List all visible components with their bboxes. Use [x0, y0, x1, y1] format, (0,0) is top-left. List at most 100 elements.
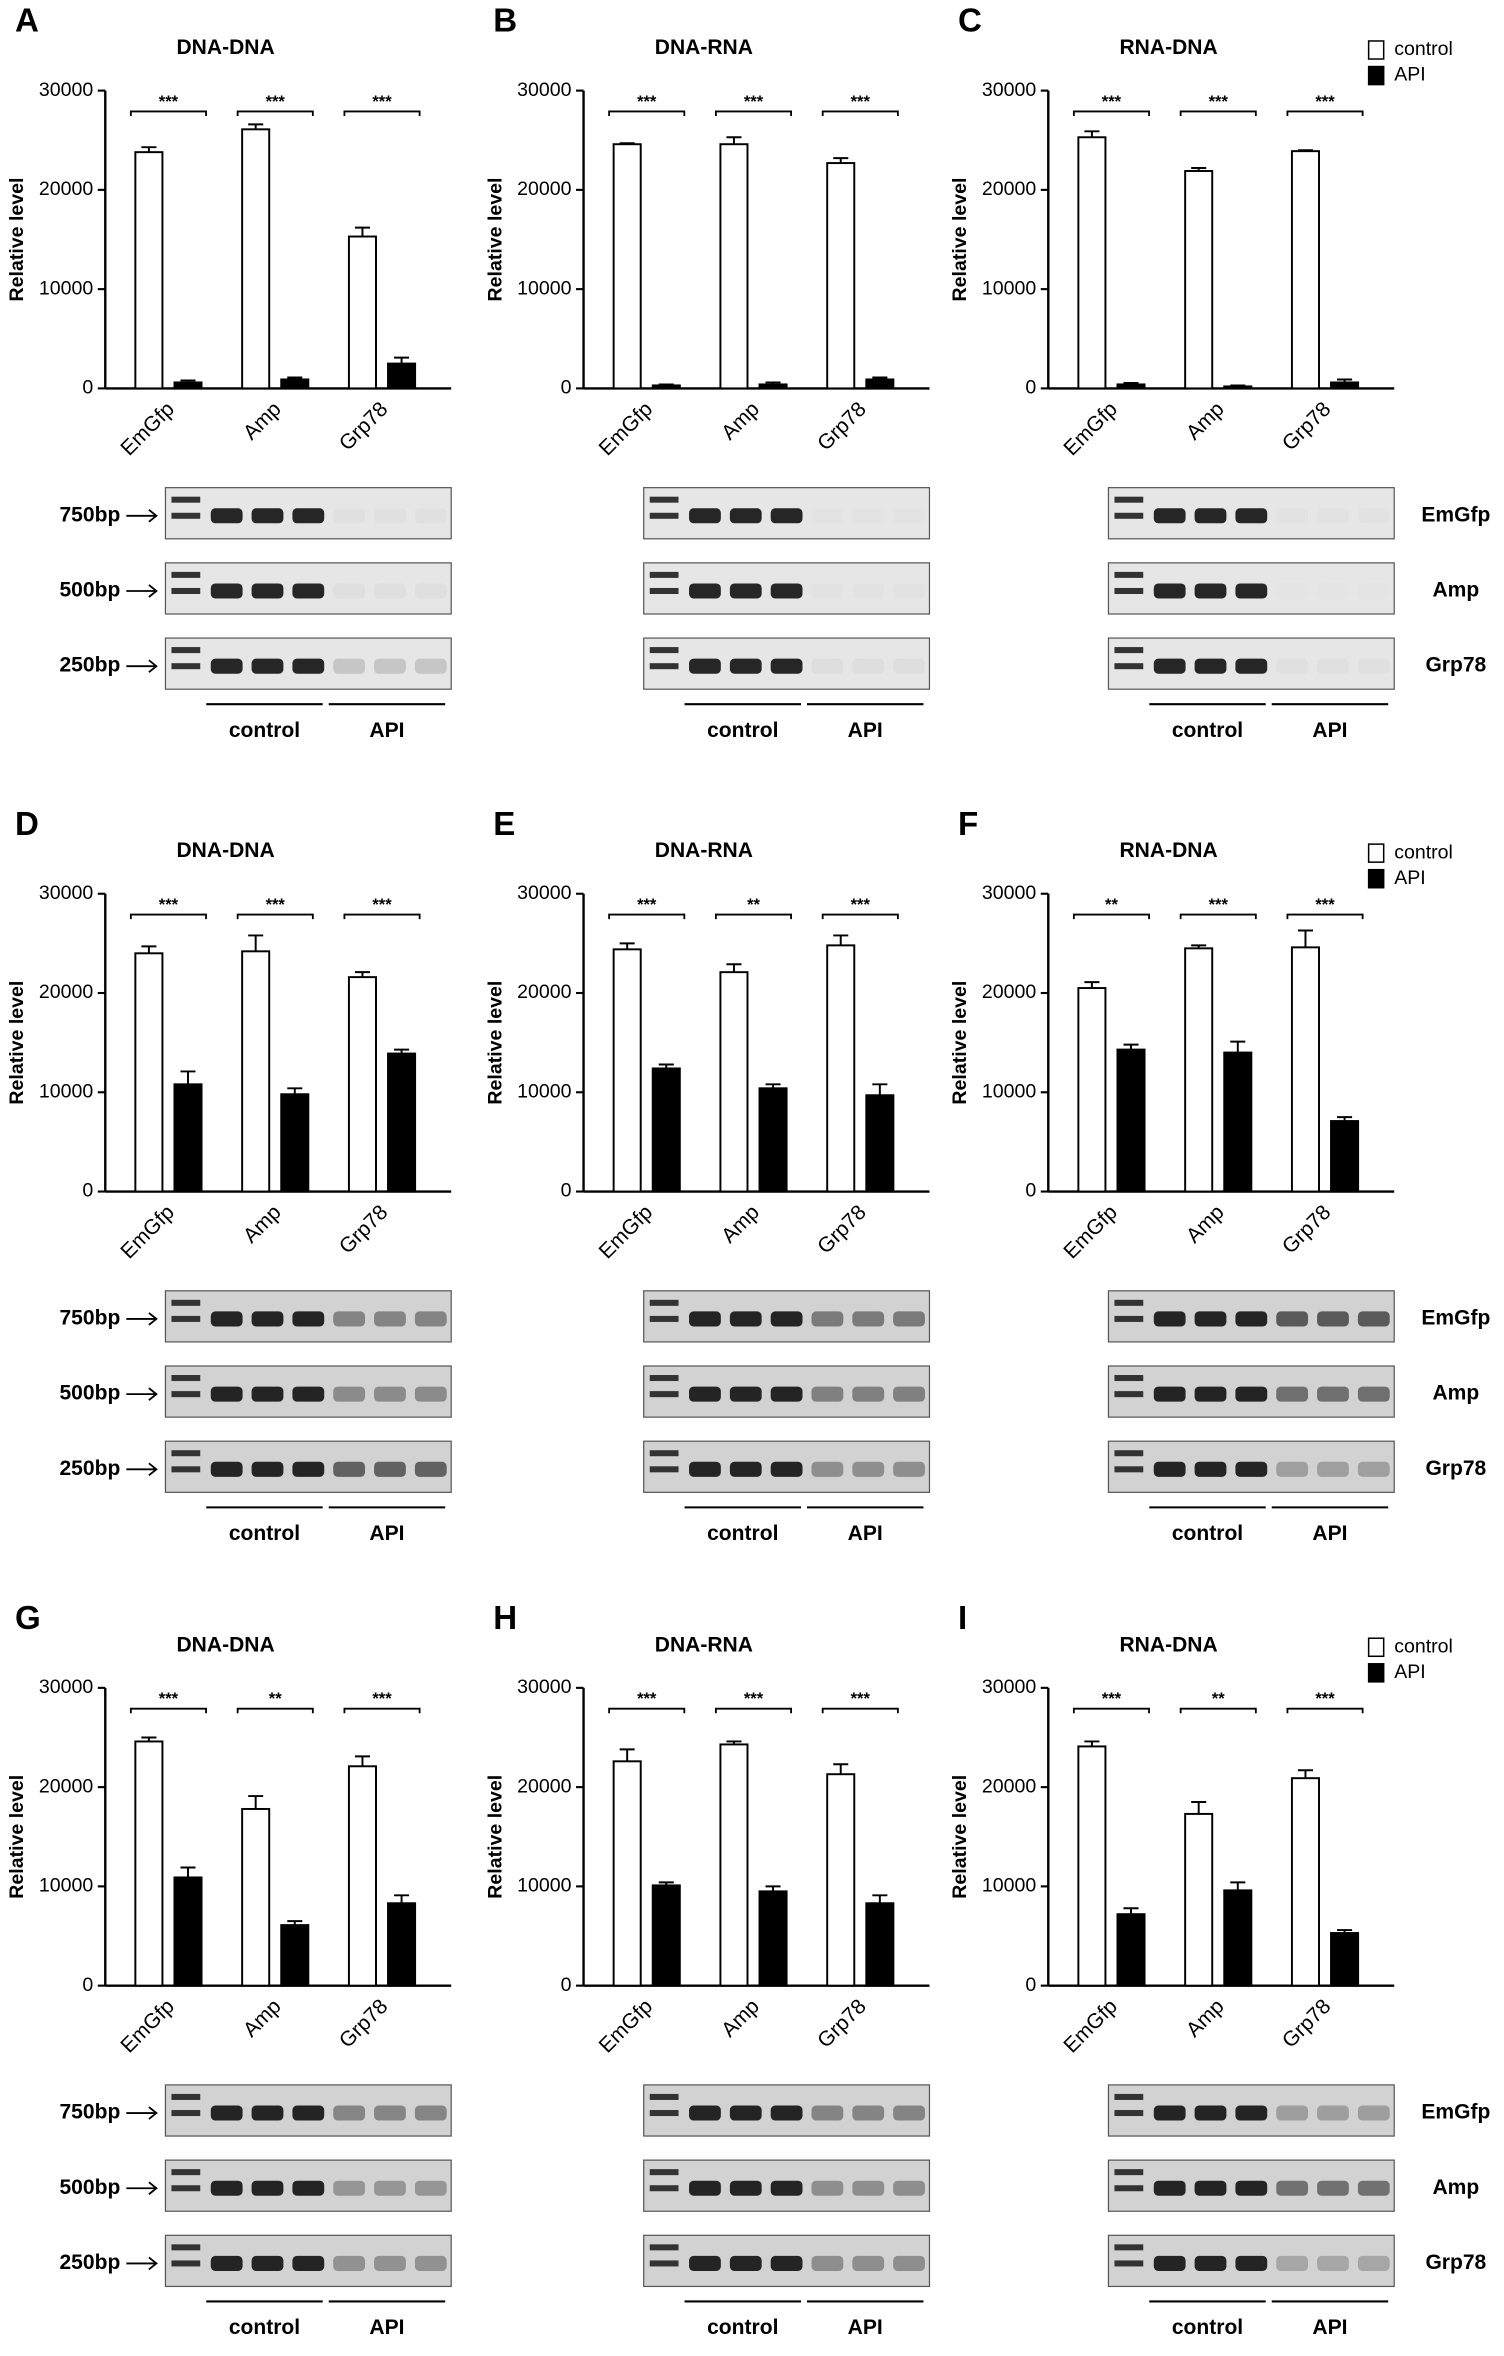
gel-band — [414, 1386, 447, 1402]
error-bar — [1230, 1040, 1246, 1053]
gel-band — [333, 2105, 366, 2121]
gel-band — [333, 1461, 366, 1477]
band-label: EmGfp — [1421, 503, 1490, 526]
ladder-band — [1114, 2244, 1144, 2251]
gel-band — [251, 1461, 284, 1477]
bar — [612, 948, 642, 1193]
bar — [719, 143, 749, 390]
error-bar — [619, 142, 635, 145]
chart-title: DNA-RNA — [655, 1633, 753, 1656]
bar — [1330, 1120, 1360, 1193]
significance-label: *** — [1102, 92, 1122, 111]
y-tick-label: 30000 — [982, 1676, 1036, 1698]
gel-band — [689, 2105, 721, 2121]
x-tick-label: EmGfp — [1059, 398, 1122, 461]
bar — [758, 1890, 788, 1987]
x-tick-label: EmGfp — [595, 1201, 658, 1264]
gel-band — [415, 583, 447, 598]
bar — [347, 1765, 377, 1987]
x-tick-label: Grp78 — [1278, 1201, 1336, 1259]
ladder-band — [1114, 2169, 1144, 2176]
gel-band — [1235, 2255, 1268, 2271]
error-bar — [1297, 929, 1313, 948]
gel-band — [251, 2180, 284, 2196]
panel-letter: F — [958, 806, 978, 843]
ladder-band — [1114, 1466, 1144, 1473]
gel-band — [414, 658, 447, 674]
bar — [387, 1052, 417, 1193]
legend-swatch — [1367, 1637, 1385, 1658]
error-bar — [354, 226, 370, 237]
significance-bracket — [1286, 913, 1364, 920]
size-label: 500bp — [59, 2176, 120, 2199]
ladder-band — [649, 2185, 679, 2192]
gel-band — [333, 1386, 366, 1402]
ladder-band — [649, 1450, 679, 1457]
chart-title: RNA-DNA — [1119, 1633, 1217, 1656]
y-tick-label: 0 — [82, 1974, 93, 1996]
bar — [173, 1876, 203, 1987]
panel-letter: C — [958, 3, 982, 40]
bar — [1116, 1048, 1146, 1193]
gel-band — [1317, 2255, 1349, 2271]
gel-band — [893, 2255, 925, 2271]
legend-label: API — [1394, 64, 1426, 86]
y-tick-label: 10000 — [39, 1080, 93, 1102]
error-bar — [619, 1748, 635, 1762]
error-bar — [833, 1763, 849, 1775]
error-bar — [1337, 1929, 1353, 1934]
group-label: control — [1172, 2316, 1243, 2339]
significance-bracket — [715, 1707, 793, 1714]
ladder-band — [1114, 496, 1144, 503]
x-tick-label: Amp — [717, 1201, 764, 1248]
gel-band — [852, 583, 884, 598]
ladder-band — [649, 1391, 679, 1398]
gel-band — [292, 508, 325, 524]
error-bar — [872, 376, 888, 380]
gel-band — [893, 659, 925, 674]
significance-label: *** — [637, 1689, 657, 1708]
ladder-band — [1114, 647, 1144, 654]
gel-band — [689, 1461, 721, 1477]
error-bar — [248, 934, 264, 952]
error-bar — [287, 1920, 303, 1926]
gel-band — [852, 1461, 885, 1477]
gel-band — [1276, 508, 1308, 523]
y-tick-label: 30000 — [39, 882, 93, 904]
ladder-band — [171, 663, 201, 670]
gel-band — [689, 583, 721, 599]
error-bar — [141, 146, 157, 153]
gel-band — [1194, 2180, 1227, 2196]
bar — [387, 362, 417, 390]
x-tick-label: EmGfp — [116, 1995, 179, 2058]
gel-band — [811, 2255, 844, 2271]
y-tick-label: 0 — [1025, 1974, 1036, 1996]
bar — [1223, 1889, 1253, 1987]
y-tick-label: 20000 — [39, 1775, 93, 1797]
y-tick-label: 30000 — [517, 79, 571, 101]
x-tick-label: Amp — [1182, 398, 1229, 445]
error-bar — [394, 356, 410, 364]
gel-band — [1235, 1311, 1268, 1327]
gel-band — [374, 2255, 406, 2271]
ladder-band — [171, 1375, 201, 1382]
ladder-band — [171, 2093, 201, 2100]
significance-bracket — [821, 913, 899, 920]
ladder-band — [649, 1299, 679, 1306]
bar — [1290, 150, 1320, 390]
bar — [651, 1067, 681, 1193]
bar — [1077, 136, 1107, 390]
group-label: control — [1172, 719, 1243, 742]
error-bar — [1297, 149, 1313, 152]
gel-band — [1317, 583, 1349, 598]
gel-band — [292, 1461, 325, 1477]
bar — [719, 971, 749, 1193]
x-tick-label: EmGfp — [1059, 1201, 1122, 1264]
band-label: EmGfp — [1421, 1306, 1490, 1329]
gel-band — [374, 583, 406, 598]
size-label: 750bp — [59, 503, 120, 526]
group-label: API — [1312, 1522, 1347, 1545]
significance-bracket — [236, 913, 314, 920]
gel-band — [292, 583, 325, 599]
gel-band — [770, 1311, 803, 1327]
